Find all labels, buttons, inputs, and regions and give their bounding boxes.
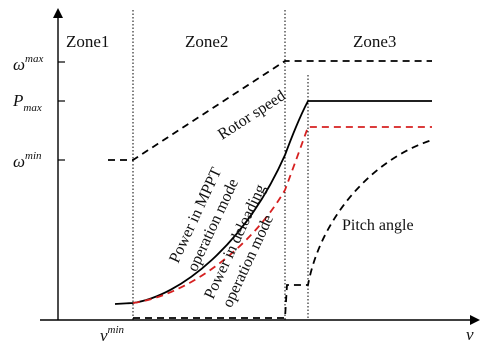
rotor-speed-curve — [108, 60, 432, 161]
omega-min-label: ωmin — [13, 150, 42, 171]
rotor-speed-label: Rotor speed — [215, 87, 289, 143]
zone1-label: Zone1 — [66, 32, 109, 51]
deload-power-label: Power in deloading operation mode — [201, 178, 289, 310]
deload-power-curve — [132, 126, 432, 304]
zone2-label: Zone2 — [185, 32, 228, 51]
mppt-power-curve — [114, 100, 432, 305]
pitch-angle-label: Pitch angle — [342, 217, 414, 234]
omega-max-label: ωmax — [13, 53, 43, 74]
zone3-label: Zone3 — [353, 32, 396, 51]
v-min-label: vmin — [100, 324, 125, 345]
v-axis-label: v — [466, 325, 474, 344]
pitch-angle-curve — [133, 139, 433, 319]
p-max-label: Pmax — [12, 91, 42, 114]
